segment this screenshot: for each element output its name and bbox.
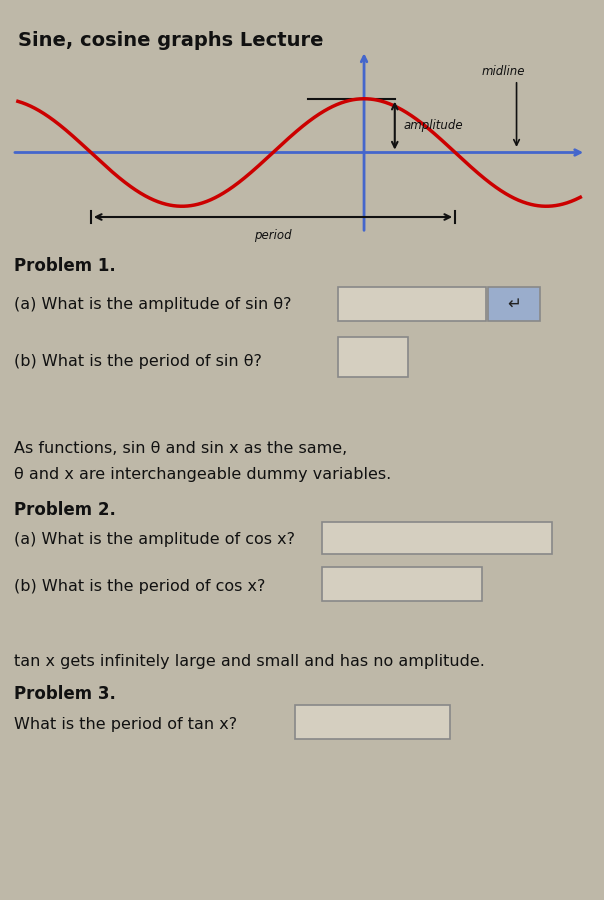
Text: (a) What is the amplitude of sin θ?: (a) What is the amplitude of sin θ? [14,296,292,311]
Bar [322,567,482,601]
Text: ↵: ↵ [507,294,521,312]
Bar [488,286,540,320]
Text: As functions, sin θ and sin x as the same,: As functions, sin θ and sin x as the sam… [14,441,347,455]
Text: (a) What is the amplitude of cos x?: (a) What is the amplitude of cos x? [14,532,295,546]
Bar [338,337,408,376]
Text: θ and x are interchangeable dummy variables.: θ and x are interchangeable dummy variab… [14,467,391,482]
Text: What is the period of tan x?: What is the period of tan x? [14,717,237,732]
Text: amplitude: amplitude [403,119,463,132]
Text: (b) What is the period of cos x?: (b) What is the period of cos x? [14,579,265,594]
Bar [295,705,450,739]
Bar [322,522,552,554]
Text: period: period [254,229,292,242]
Text: Problem 1.: Problem 1. [14,256,116,274]
Text: Problem 2.: Problem 2. [14,500,116,518]
Text: tan x gets infinitely large and small and has no amplitude.: tan x gets infinitely large and small an… [14,653,485,669]
Text: Problem 3.: Problem 3. [14,685,116,703]
Bar [338,286,486,320]
Text: midline: midline [482,66,525,78]
Text: Sine, cosine graphs Lecture: Sine, cosine graphs Lecture [18,32,324,50]
Text: (b) What is the period of sin θ?: (b) What is the period of sin θ? [14,354,262,369]
